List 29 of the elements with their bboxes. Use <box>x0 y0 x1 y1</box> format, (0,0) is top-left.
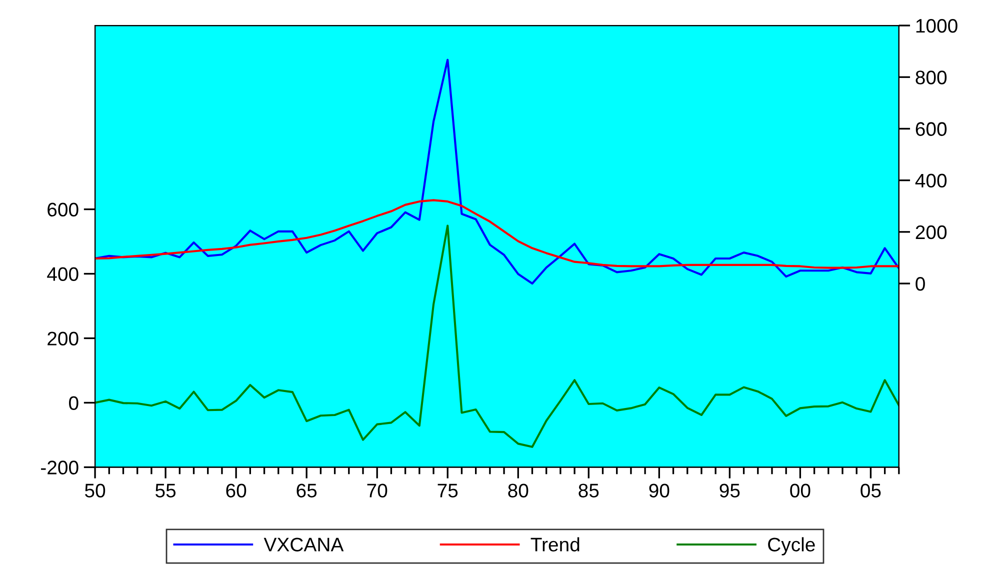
legend-label: Cycle <box>768 537 815 556</box>
x-tick-label: 90 <box>649 484 670 498</box>
x-tick-label: 80 <box>508 484 528 498</box>
legend-label: VXCANA <box>264 538 344 552</box>
x-tick-label: 00 <box>790 484 810 498</box>
y2-tick-label: 0 <box>916 276 925 291</box>
x-tick-label: 50 <box>85 484 106 498</box>
y2-tick-label: 400 <box>915 174 947 188</box>
x-tick-label: 55 <box>156 484 176 498</box>
x-tick-label: 05 <box>860 484 881 498</box>
line-series <box>95 58 899 285</box>
x-tick-label: 95 <box>720 484 740 498</box>
y-tick-label: -200 <box>41 460 78 474</box>
x-tick-label: 70 <box>367 484 388 498</box>
x-tick-label: 65 <box>296 484 317 498</box>
x-tick-label: 85 <box>578 484 599 498</box>
y2-tick-label: 1000 <box>916 18 958 33</box>
y-tick-label: 600 <box>48 202 78 217</box>
y2-tick-label: 600 <box>916 122 947 136</box>
line-series <box>95 199 899 269</box>
x-tick-label: 60 <box>226 484 246 498</box>
y-tick-label: 200 <box>48 332 78 346</box>
line-series <box>95 224 899 448</box>
y-tick-label: 400 <box>47 267 78 282</box>
legend-label: Trend <box>530 537 580 552</box>
y2-tick-label: 200 <box>916 225 947 240</box>
x-tick-label: 75 <box>438 484 458 498</box>
y-tick-label: 0 <box>69 396 78 410</box>
y2-tick-label: 800 <box>916 70 947 84</box>
